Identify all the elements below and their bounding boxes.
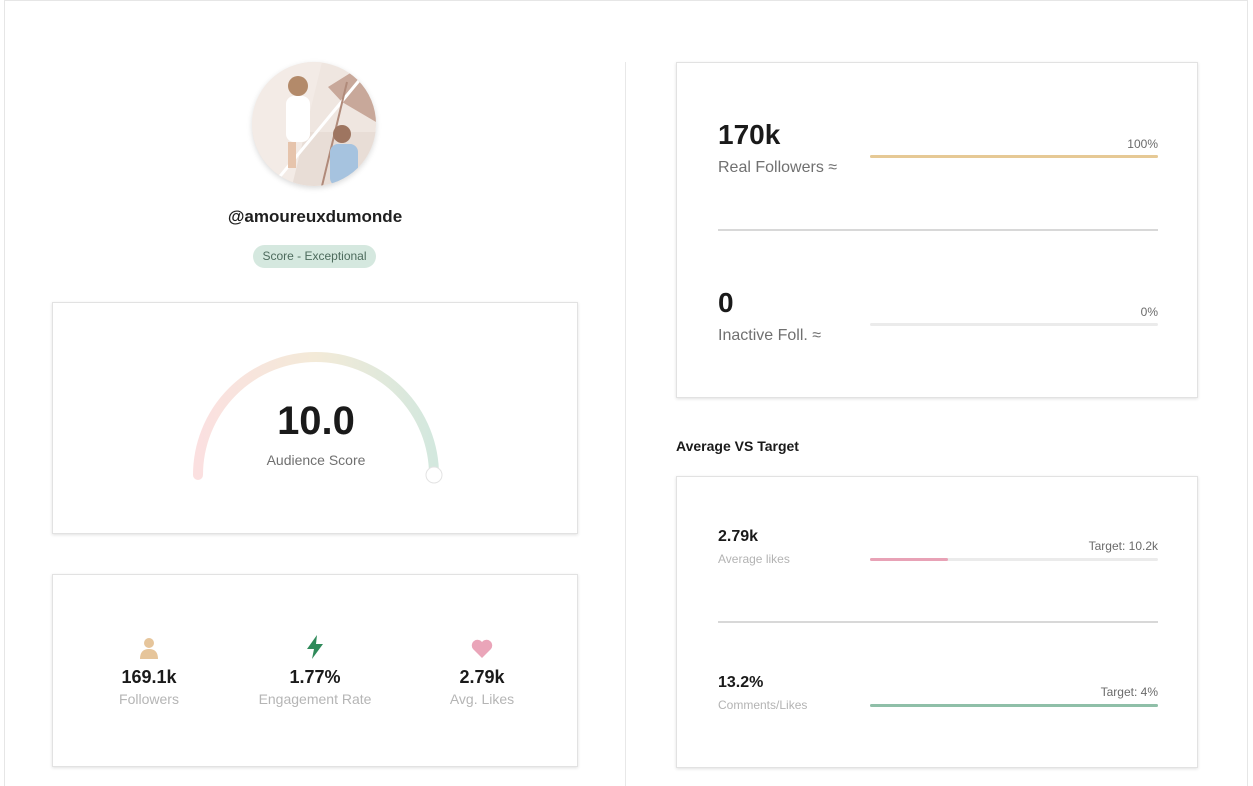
lightning-icon [307,635,323,659]
inactive-followers-bar [870,323,1158,326]
audience-score-label: Audience Score [266,452,366,468]
comments-likes-target: Target: 4% [1100,685,1158,699]
average-vs-target-title: Average VS Target [676,438,799,454]
real-followers-bar-fill [870,155,1158,158]
stat-engagement: 1.77% Engagement Rate [230,633,400,707]
stat-avg-likes: 2.79k Avg. Likes [397,633,567,707]
real-followers-value: 170k [718,119,781,150]
average-likes-bar [870,558,1158,561]
stat-value: 1.77% [289,667,341,687]
stat-label: Followers [119,691,179,707]
inactive-followers-value: 0 [718,287,734,318]
real-followers-percent: 100% [1127,137,1158,151]
comments-likes-bar-fill [870,704,1158,707]
page-frame [4,0,1248,786]
stats-card: 169.1k Followers 1.77% Engagement Rate 2… [52,574,578,767]
score-gauge [193,352,443,484]
average-likes-target: Target: 10.2k [1088,539,1158,553]
audience-score-value: 10.0 [277,399,355,443]
gauge-arc [193,352,439,480]
followers-separator [718,229,1158,231]
comments-likes-label: Comments/Likes [718,698,808,712]
average-likes-value: 2.79k [718,528,759,545]
followers-quality-card: 170k Real Followers ≈ 100% 0 Inactive Fo… [676,62,1198,398]
profile-handle: @amoureuxdumonde [227,207,403,226]
average-likes-label: Average likes [718,552,790,566]
average-likes-bar-fill [870,558,948,561]
gauge-knob [425,466,443,484]
real-followers-label: Real Followers ≈ [718,159,838,176]
inactive-followers-percent: 0% [1140,305,1158,319]
comments-likes-value: 13.2% [718,674,764,691]
stat-followers: 169.1k Followers [64,633,234,707]
stat-label: Avg. Likes [449,691,515,707]
inactive-followers-label: Inactive Foll. ≈ [718,327,822,344]
score-badge: Score - Exceptional [253,245,376,268]
person-icon [140,638,158,659]
avatar [252,62,376,186]
real-followers-bar [870,155,1158,158]
stat-value: 2.79k [459,667,505,687]
heart-icon [471,639,493,658]
column-divider [625,62,626,786]
target-separator [718,621,1158,623]
audience-score-card: 10.0 Audience Score [52,302,578,534]
stat-label: Engagement Rate [258,691,372,707]
comments-likes-bar [870,704,1158,707]
stat-value: 169.1k [121,667,177,687]
average-vs-target-card: 2.79k Average likes Target: 10.2k 13.2% … [676,476,1198,768]
